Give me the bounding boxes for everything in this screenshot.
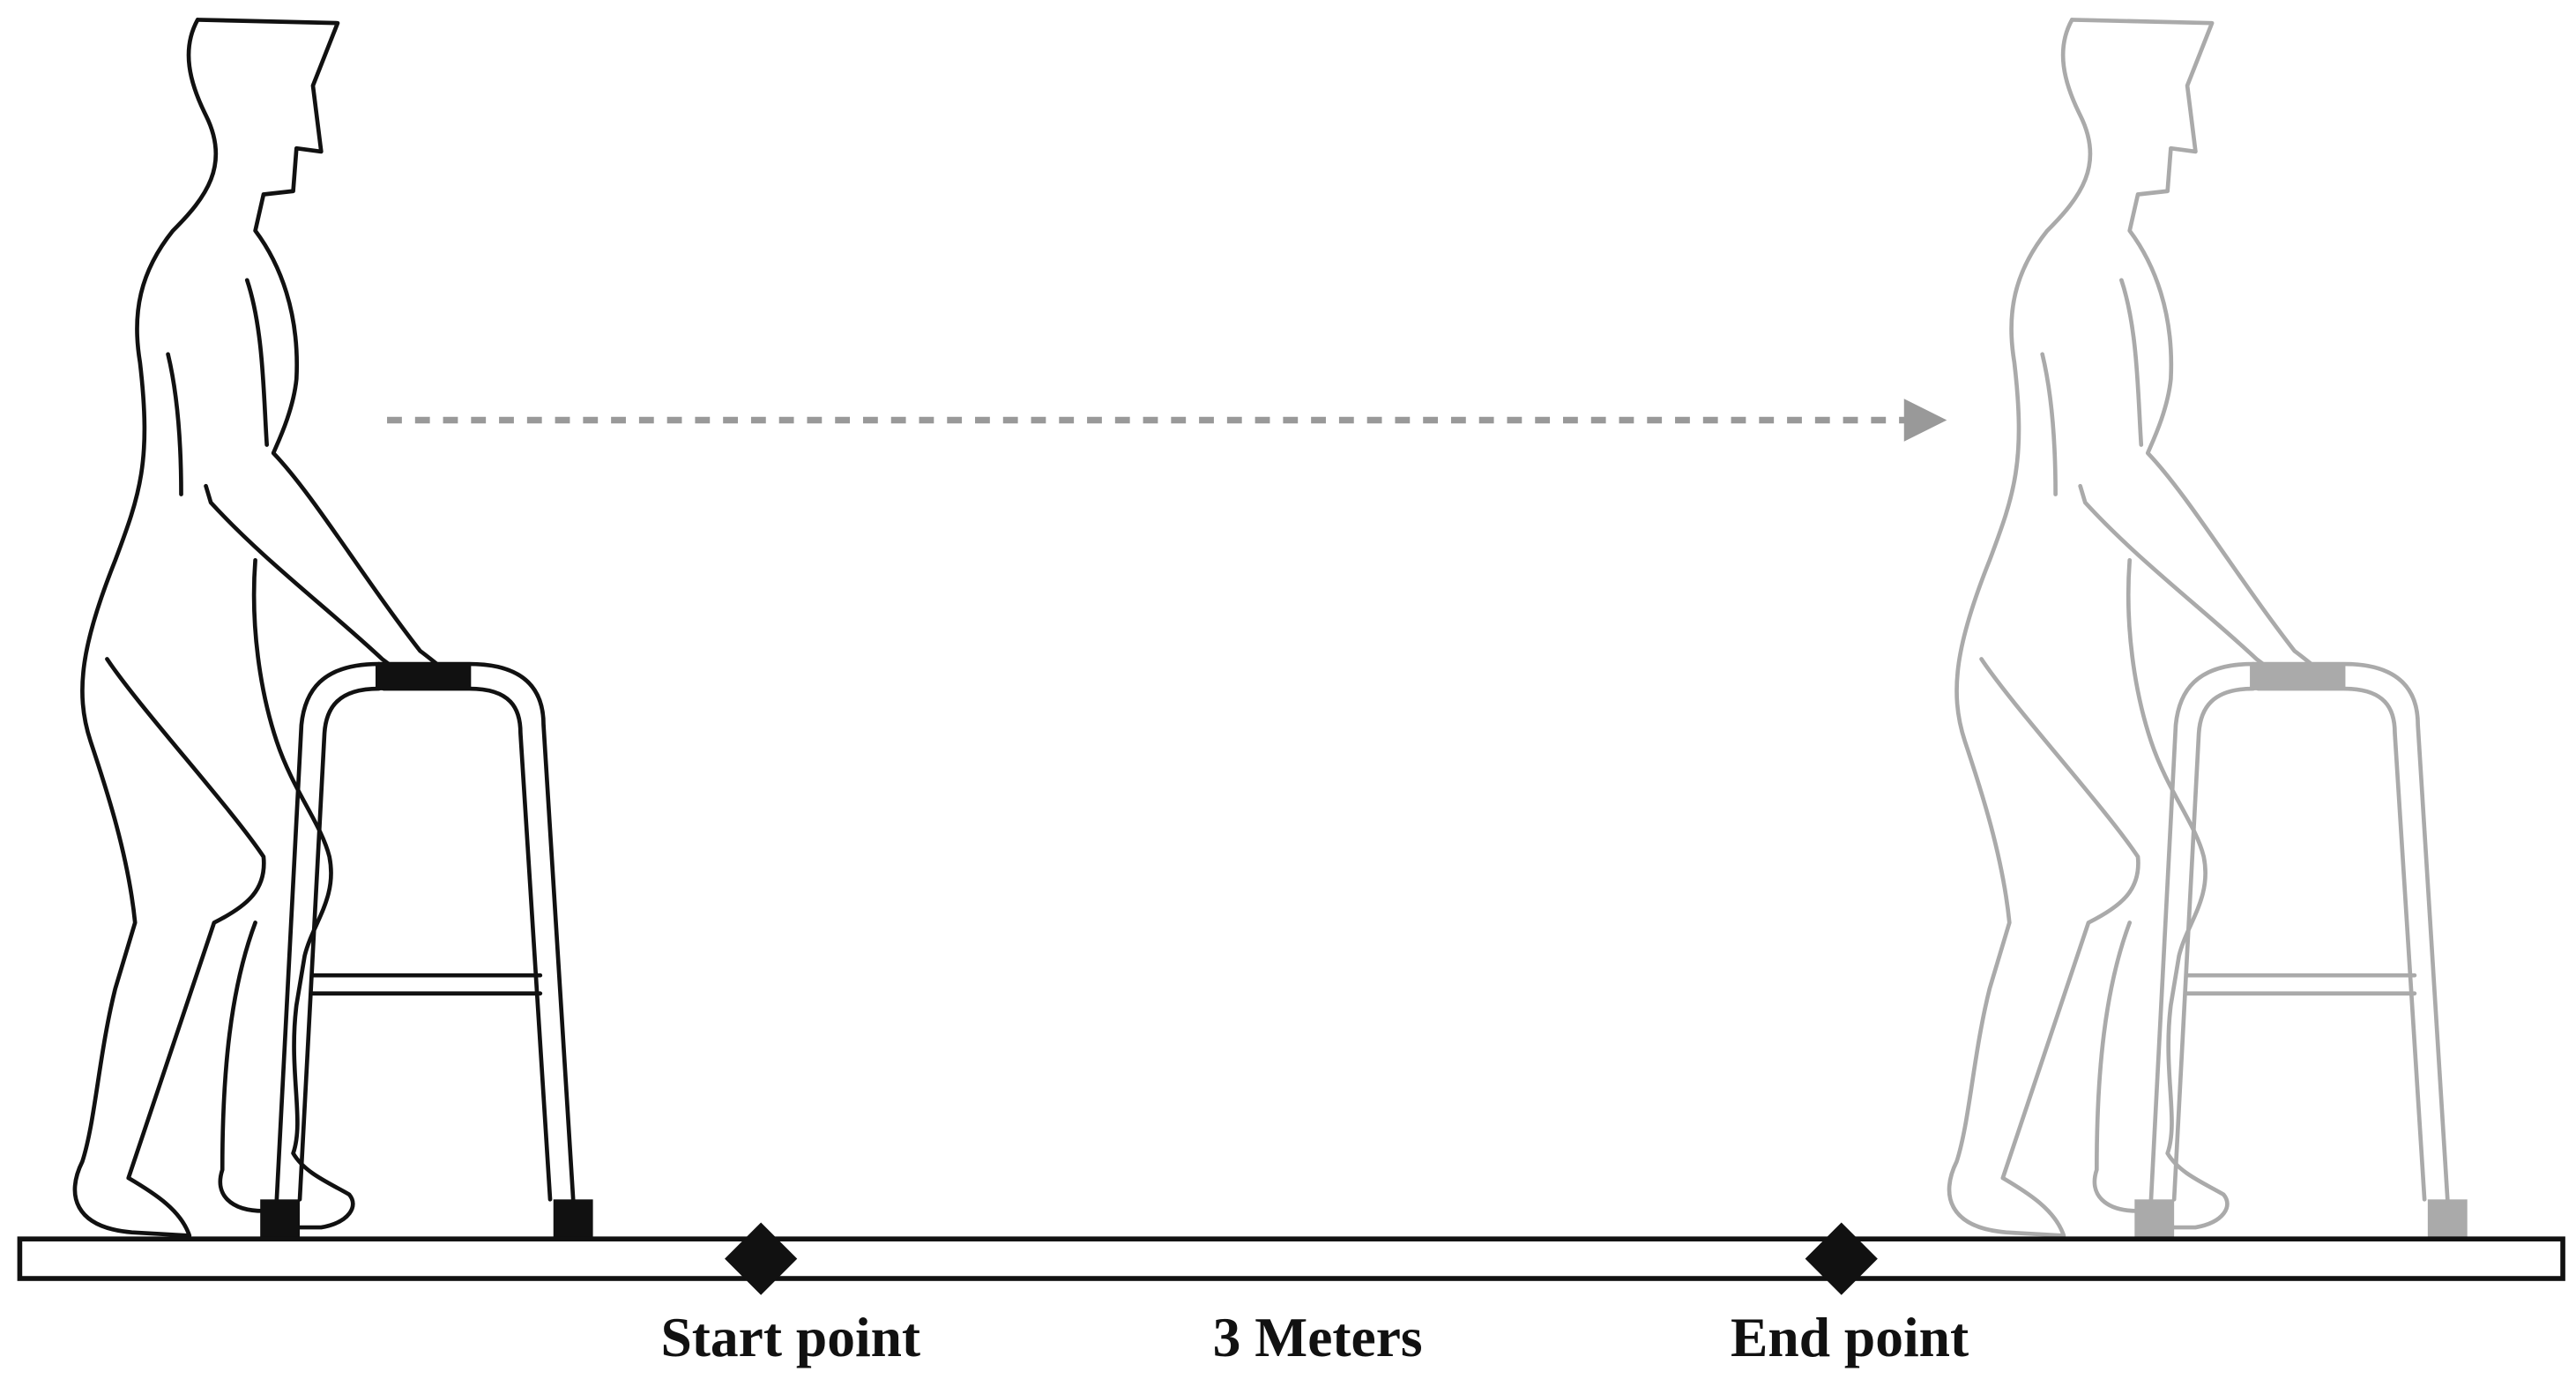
person-end: [1949, 19, 2468, 1239]
distance-label: 3 Meters: [1213, 1306, 1423, 1368]
person-start: [75, 19, 593, 1239]
end-label: End point: [1731, 1306, 1969, 1368]
start-label: Start point: [660, 1306, 920, 1368]
ground: [17, 1236, 2565, 1281]
arrow-head: [1903, 399, 1947, 442]
start-marker: [725, 1222, 798, 1295]
end-marker: [1805, 1222, 1878, 1295]
